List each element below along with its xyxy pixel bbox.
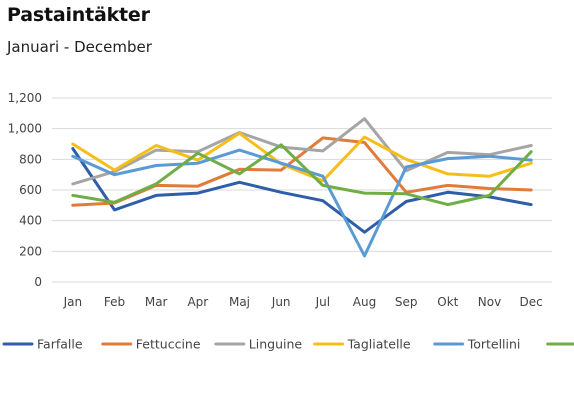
x-tick-label: Okt (437, 295, 458, 309)
y-tick-label: 0 (34, 275, 42, 289)
y-tick-label: 800 (19, 152, 42, 166)
x-tick-label: Nov (478, 295, 501, 309)
series-line-farfalle (71, 147, 533, 234)
y-tick-label: 1,000 (8, 122, 42, 136)
x-tick-label: Jan (63, 295, 83, 309)
series-lines (71, 117, 533, 258)
x-tick-label: Sep (395, 295, 418, 309)
x-tick-label: Mar (145, 295, 168, 309)
y-tick-label: 200 (19, 244, 42, 258)
y-tick-label: 600 (19, 183, 42, 197)
x-tick-label: Dec (520, 295, 543, 309)
y-tick-label: 400 (19, 214, 42, 228)
chart-title: Pastaintäkter (7, 4, 150, 26)
x-tick-label: Maj (229, 295, 250, 309)
x-tick-label: Aug (353, 295, 376, 309)
x-tick-label: Jul (315, 295, 330, 309)
y-tick-label: 1,200 (8, 91, 42, 105)
series-line-spaghetti (71, 143, 533, 207)
legend-label: Tortellini (467, 337, 521, 352)
chart-subtitle: Januari - December (7, 38, 152, 56)
series-line-tagliatelle (71, 131, 533, 183)
x-tick-label: Feb (104, 295, 125, 309)
legend: Farfalle Fettuccine Linguine Tagliatelle Tor… (2, 337, 574, 352)
series-line-linguine (71, 117, 533, 186)
legend-label: Tagliatelle (347, 337, 411, 352)
x-tick-label: Apr (187, 295, 208, 309)
x-tick-label: Jun (271, 295, 291, 309)
series-line-tortellini (71, 148, 533, 258)
legend-label: Linguine (249, 337, 303, 352)
gridlines (52, 97, 552, 283)
legend-label: Fettuccine (136, 337, 201, 352)
axis-labels: 0 200 400 600 800 1,000 1,200 Jan Feb Mar Apr Maj Ju… (8, 91, 543, 309)
legend-label: Farfalle (37, 337, 83, 352)
